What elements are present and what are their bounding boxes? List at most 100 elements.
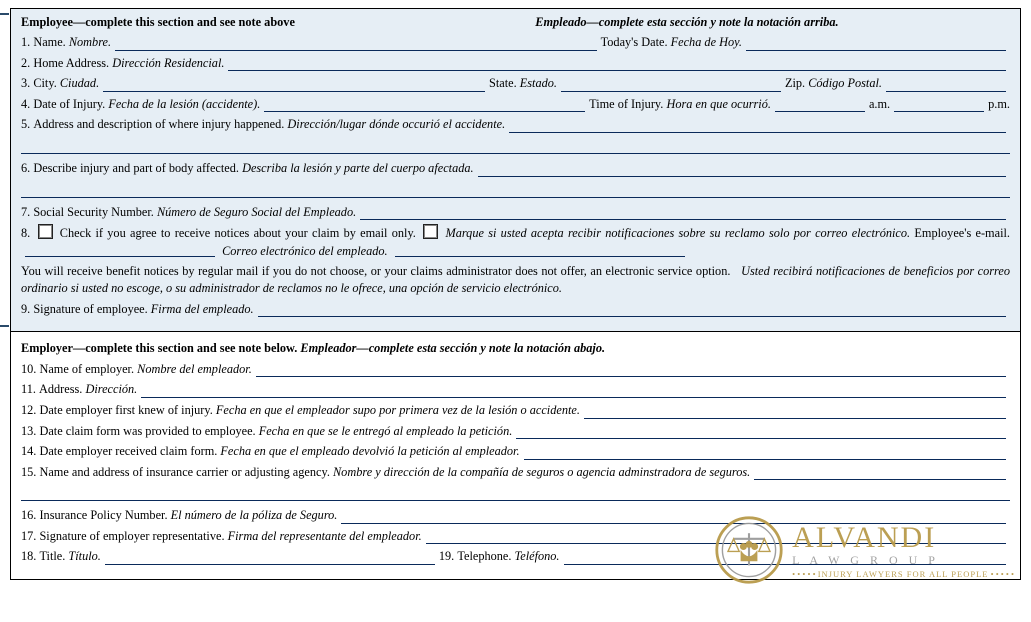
f10-en: Name of employer. (39, 361, 134, 378)
state-input[interactable] (561, 77, 781, 92)
f12-num: 12. (21, 402, 36, 419)
insurance-carrier-input-1[interactable] (754, 465, 1006, 480)
injury-location-input-1[interactable] (509, 118, 1006, 133)
f9-en: Signature of employee. (33, 301, 147, 318)
field-6-row: 6. Describe injury and part of body affe… (21, 160, 1010, 177)
field-3-row: 3. City. Ciudad. State. Estado. Zip. Cód… (21, 75, 1010, 92)
f10-es: Nombre del empleador. (137, 361, 252, 378)
f1-es: Nombre. (69, 34, 111, 51)
f11-en: Address. (39, 381, 82, 398)
field-16-row: 16. Insurance Policy Number. El número d… (21, 507, 1010, 524)
time-of-injury-pm-input[interactable] (894, 97, 984, 112)
employer-name-input[interactable] (256, 362, 1006, 377)
field-12-row: 12. Date employer first knew of injury. … (21, 402, 1010, 419)
f8-num: 8. (21, 226, 30, 240)
pm-label: p.m. (988, 96, 1010, 113)
field-17-row: 17. Signature of employer representative… (21, 528, 1010, 545)
f18-es: Título. (68, 548, 100, 565)
f19-es: Teléfono. (515, 548, 560, 565)
field-2-row: 2. Home Address. Dirección Residencial. (21, 55, 1010, 72)
f9-es: Firma del empleado. (151, 301, 254, 318)
employer-header: Employer—complete this section and see n… (21, 340, 1010, 357)
field-4-row: 4. Date of Injury. Fecha de la lesión (a… (21, 96, 1010, 113)
f3c-es: Código Postal. (808, 75, 882, 92)
f7-en: Social Security Number. (33, 204, 154, 221)
f10-num: 10. (21, 361, 36, 378)
form-received-date-input[interactable] (524, 445, 1006, 460)
employer-knew-date-input[interactable] (584, 404, 1006, 419)
am-label: a.m. (869, 96, 890, 113)
field-5-row: 5. Address and description of where inju… (21, 116, 1010, 133)
f18-num: 18. (21, 548, 36, 565)
employer-section: Employer—complete this section and see n… (11, 332, 1020, 579)
employee-header-en: Employee—complete this section and see n… (21, 15, 535, 30)
f7-es: Número de Seguro Social del Empleado. (157, 204, 356, 221)
ssn-input[interactable] (360, 205, 1006, 220)
f4b-en: Time of Injury. (589, 96, 663, 113)
field-1-row: 1. Name. Nombre. Today's Date. Fecha de … (21, 34, 1010, 51)
f8-en1: Check if you agree to receive notices ab… (60, 226, 416, 240)
employee-header-es: Empleado—complete esta sección y note la… (535, 15, 1010, 30)
f19-num: 19. (439, 548, 454, 565)
date-of-injury-input[interactable] (264, 97, 585, 112)
policy-number-input[interactable] (341, 509, 1006, 524)
employer-header-en: Employer—complete this section and see n… (21, 340, 297, 357)
insurance-carrier-input-2[interactable] (21, 486, 1010, 501)
f5-en: Address and description of where injury … (33, 116, 284, 133)
employee-header: Employee—complete this section and see n… (21, 15, 1010, 30)
f3-num: 3. (21, 75, 30, 92)
logo-tag: INJURY LAWYERS FOR ALL PEOPLE (792, 569, 1014, 579)
f2-es: Dirección Residencial. (112, 55, 224, 72)
telephone-input[interactable] (564, 550, 1006, 565)
injury-description-input-2[interactable] (21, 183, 1010, 198)
f3c-en: Zip. (785, 75, 805, 92)
f15-es: Nombre y dirección de la compañía de seg… (333, 464, 750, 481)
f19-en: Telephone. (457, 548, 511, 565)
injury-description-input-1[interactable] (478, 162, 1006, 177)
f13-en: Date claim form was provided to employee… (39, 423, 255, 440)
dwc1-form: Employee—complete this section and see n… (10, 8, 1021, 580)
f12-es: Fecha en que el empleador supo por prime… (216, 402, 580, 419)
f16-es: El número de la póliza de Seguro. (171, 507, 338, 524)
f8-es2: Correo electrónico del empleado. (222, 244, 388, 258)
f8-en2: Employee's e-mail. (914, 226, 1010, 240)
f15-num: 15. (21, 464, 36, 481)
f4-en: Date of Injury. (33, 96, 105, 113)
email-consent-checkbox-en[interactable] (38, 224, 53, 239)
field-8-paragraph: 8. Check if you agree to receive notices… (21, 224, 1010, 259)
field-18-row: 18. Title. Título. 19. Telephone. Teléfo… (21, 548, 1010, 565)
employee-section: Employee—complete this section and see n… (11, 9, 1020, 332)
f1-num: 1. (21, 34, 30, 51)
employee-email-input[interactable] (25, 242, 215, 257)
f1-en: Name. (33, 34, 65, 51)
title-input[interactable] (105, 550, 435, 565)
home-address-input[interactable] (228, 56, 1006, 71)
f5-num: 5. (21, 116, 30, 133)
form-provided-date-input[interactable] (516, 424, 1006, 439)
injury-location-input-2[interactable] (21, 139, 1010, 154)
email-consent-checkbox-es[interactable] (423, 224, 438, 239)
zip-input[interactable] (886, 77, 1006, 92)
time-of-injury-input[interactable] (775, 97, 865, 112)
todays-date-input[interactable] (746, 36, 1006, 51)
email-notice-paragraph: You will receive benefit notices by regu… (21, 263, 1010, 296)
employer-address-input[interactable] (141, 383, 1006, 398)
employee-email-es-input[interactable] (395, 242, 685, 257)
employer-signature-input[interactable] (426, 529, 1006, 544)
employer-header-es: Empleador—complete esta sección y note l… (300, 340, 605, 357)
field-9-row: 9. Signature of employee. Firma del empl… (21, 301, 1010, 318)
f2-num: 2. (21, 55, 30, 72)
f1b-es: Fecha de Hoy. (671, 34, 742, 51)
field-10-row: 10. Name of employer. Nombre del emplead… (21, 361, 1010, 378)
f11-num: 11. (21, 381, 36, 398)
f5-es: Dirección/lugar dónde occurió el acciden… (287, 116, 505, 133)
f18-en: Title. (39, 548, 65, 565)
name-input[interactable] (115, 36, 597, 51)
f17-en: Signature of employer representative. (39, 528, 224, 545)
f4-num: 4. (21, 96, 30, 113)
f17-num: 17. (21, 528, 36, 545)
employee-signature-input[interactable] (258, 302, 1006, 317)
f2-en: Home Address. (33, 55, 109, 72)
city-input[interactable] (103, 77, 485, 92)
field-11-row: 11. Address. Dirección. (21, 381, 1010, 398)
